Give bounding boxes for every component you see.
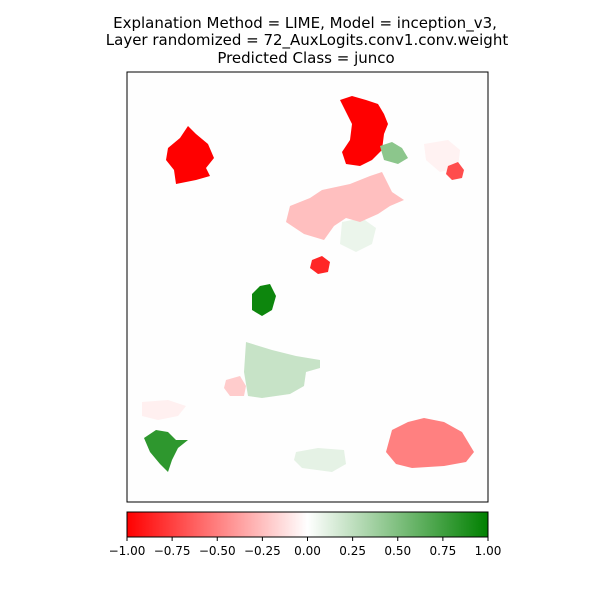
colorbar-tick-label: −1.00 [109, 544, 146, 558]
segment-upper-center-green [380, 142, 408, 164]
colorbar-tick-label: 0.75 [430, 544, 457, 558]
heatmap-frame [126, 71, 489, 503]
segment-lower-left-green [144, 430, 188, 472]
chart-title: Explanation Method = LIME, Model = incep… [106, 14, 509, 67]
colorbar-tick-label: −0.75 [154, 544, 191, 558]
segment-upper-left-red [166, 126, 214, 184]
segment-top-right-faint-pink [424, 140, 460, 172]
segment-center-green [252, 284, 276, 316]
segment-bottom-faint-green [294, 448, 346, 472]
title-line-3: Predicted Class = junco [217, 49, 394, 67]
colorbar-tick-label: 1.00 [475, 544, 502, 558]
title-line-2: Layer randomized = 72_AuxLogits.conv1.co… [106, 31, 509, 50]
colorbar-tick-label: 0.50 [384, 544, 411, 558]
segment-small-left-pink [224, 376, 246, 396]
segment-middle-pink-blob [286, 172, 404, 240]
segment-lower-left-faint-pink [142, 400, 186, 420]
segment-small-center-red [310, 256, 330, 274]
segment-lower-right-salmon [386, 418, 474, 468]
segment-large-center-light-green [244, 342, 320, 398]
colorbar-tick-label: 0.25 [339, 544, 366, 558]
heatmap-area [126, 71, 489, 503]
colorbar-tick-label: −0.25 [244, 544, 281, 558]
colorbar-gradient [127, 512, 488, 537]
colorbar-tick-label: 0.00 [294, 544, 321, 558]
segment-top-center-red [340, 96, 388, 166]
title-line-1: Explanation Method = LIME, Model = incep… [113, 14, 497, 33]
colorbar: −1.00 −0.75 −0.50 −0.25 0.00 0.25 0.50 0.75 1.00 [109, 511, 502, 558]
colorbar-tick-label: −0.50 [199, 544, 236, 558]
segment-small-right-red [446, 162, 464, 180]
segment-middle-faint-green [340, 218, 376, 252]
colorbar-ticks: −1.00 −0.75 −0.50 −0.25 0.00 0.25 0.50 0.75 1.00 [109, 537, 502, 558]
